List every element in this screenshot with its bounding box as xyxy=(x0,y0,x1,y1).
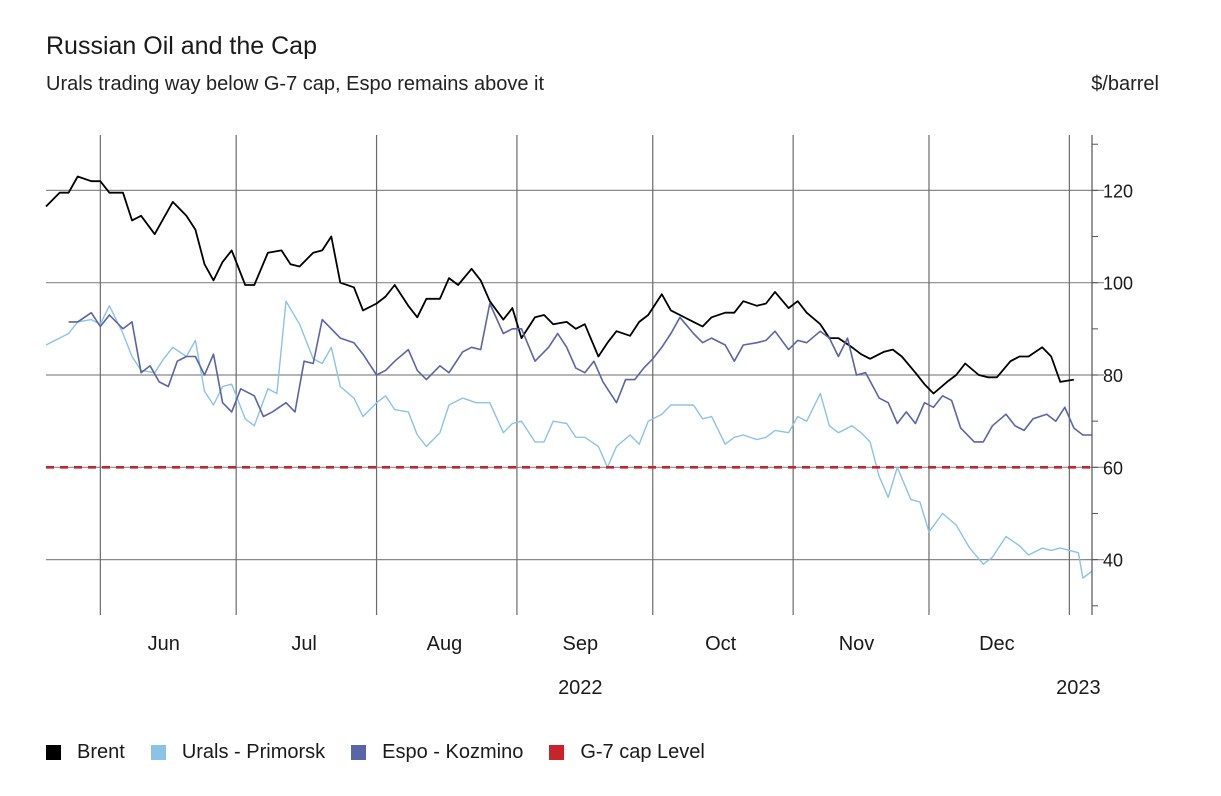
legend-swatch-brent xyxy=(46,745,61,760)
legend-item-espo: Espo - Kozmino xyxy=(351,741,523,764)
chart-subtitle: Urals trading way below G-7 cap, Espo re… xyxy=(46,73,545,95)
y-tick-label: 100 xyxy=(1103,274,1133,294)
axis-layer: 40 60 80 100 120 Jun Jul Aug Sep Oct Nov Dec 2022 202… xyxy=(148,135,1133,699)
legend-swatch-urals xyxy=(150,745,166,760)
x-month-label: Jun xyxy=(148,633,180,655)
y-tick-label: 60 xyxy=(1103,458,1123,478)
legend-item-brent: Brent xyxy=(46,741,125,764)
legend-label-urals: Urals - Primorsk xyxy=(181,741,326,763)
x-month-label: Aug xyxy=(427,633,463,655)
legend-label-g7-cap: G-7 cap Level xyxy=(580,741,705,763)
x-month-label: Sep xyxy=(563,633,599,655)
legend-label-espo: Espo - Kozmino xyxy=(382,741,524,763)
legend-item-urals: Urals - Primorsk xyxy=(150,741,326,764)
y-tick-label: 80 xyxy=(1103,366,1123,386)
x-year-label: 2023 xyxy=(1056,677,1101,699)
x-year-label: 2022 xyxy=(558,677,603,699)
series-layer xyxy=(45,175,1093,579)
legend-item-g7-cap: G-7 cap Level xyxy=(549,741,705,764)
legend: Brent Urals - Primorsk Espo - Kozmino G-… xyxy=(46,741,705,764)
chart-title: Russian Oil and the Cap xyxy=(46,32,317,60)
urals-primorsk-line xyxy=(45,300,1093,579)
y-tick-label: 40 xyxy=(1103,551,1123,571)
brent-line xyxy=(45,175,1075,395)
y-axis-unit-label: $/barrel xyxy=(1091,73,1159,95)
y-tick-label: 120 xyxy=(1103,181,1133,201)
x-month-label: Nov xyxy=(839,633,875,655)
legend-label-brent: Brent xyxy=(77,741,125,763)
x-month-label: Jul xyxy=(291,633,317,655)
espo-kozmino-line xyxy=(68,302,1092,443)
x-month-label: Oct xyxy=(705,633,737,655)
legend-swatch-espo xyxy=(351,745,367,760)
x-month-label: Dec xyxy=(979,633,1015,655)
legend-swatch-g7-cap xyxy=(549,745,565,760)
